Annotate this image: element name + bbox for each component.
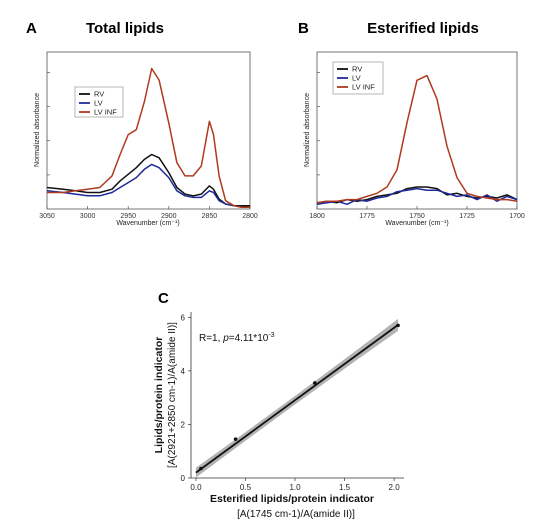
panel-c-xlabel-sub: [A(1745 cm-1)/A(amide II)] <box>237 509 355 520</box>
panel-a-xlabel: Wavenumber (cm⁻¹) <box>116 220 179 227</box>
panel-letter-a: A <box>26 20 37 37</box>
series-line-rv <box>46 153 250 207</box>
x-tick-label: 2850 <box>202 213 218 220</box>
x-tick-label: 2900 <box>161 213 177 220</box>
data-point <box>199 466 203 471</box>
series-line-lv <box>316 187 518 206</box>
series-line-lv <box>46 163 250 209</box>
c-x-tick-label: 1.5 <box>339 483 351 492</box>
panel-c-ylabel-sub: [A(2921+2850 cm-1)/A(amide II)] <box>167 322 178 468</box>
c-y-tick-label: 2 <box>181 420 186 429</box>
legend-label: LV INF <box>352 83 375 92</box>
c-y-tick-label: 4 <box>181 367 186 376</box>
panel-c-xlabel: Esterified lipids/protein indicator <box>210 493 374 505</box>
c-y-tick-label: 6 <box>181 313 186 322</box>
panel-letter-c: C <box>158 290 169 307</box>
c-y-tick-label: 0 <box>181 474 186 483</box>
panel-c-ylabel: Lipids/protein indicator <box>153 337 165 454</box>
x-tick-label: 3000 <box>80 213 96 220</box>
x-tick-label: 2800 <box>242 213 258 220</box>
correlation-annotation: R=1, p=4.11*10-3 <box>199 332 275 344</box>
series-line-lv-inf <box>47 67 250 209</box>
data-point <box>313 381 317 385</box>
legend-label: LV <box>94 99 103 108</box>
x-tick-label: 1700 <box>509 213 525 220</box>
legend-label: RV <box>94 90 104 99</box>
x-tick-label: 3050 <box>39 213 55 220</box>
panel-b: B Esterified lipids Normalized absorbanc… <box>298 20 525 227</box>
panel-letter-b: B <box>298 20 309 37</box>
legend-label: LV <box>352 74 361 83</box>
panel-a-title: Total lipids <box>86 20 164 37</box>
x-tick-label: 2950 <box>120 213 136 220</box>
series-line-lv-inf <box>316 74 518 204</box>
panel-b-ylabel: Normalized absorbance <box>304 93 311 167</box>
panel-b-title: Esterified lipids <box>367 20 479 37</box>
panel-a: A Total lipids Normalized absorbance Wav… <box>26 20 258 227</box>
c-x-tick-label: 1.0 <box>289 483 301 492</box>
panel-b-xlabel: Wavenumber (cm⁻¹) <box>385 220 448 227</box>
data-point <box>396 323 400 328</box>
panel-a-ylabel: Normalized absorbance <box>34 93 41 167</box>
x-tick-label: 1800 <box>309 213 325 220</box>
fit-line <box>195 324 399 474</box>
legend-label: RV <box>352 65 362 74</box>
legend-label: LV INF <box>94 108 117 117</box>
c-x-tick-label: 0.0 <box>190 483 202 492</box>
data-point <box>233 437 238 441</box>
panel-a-frame <box>46 51 251 210</box>
c-x-tick-label: 2.0 <box>389 483 401 492</box>
x-tick-label: 1725 <box>459 213 475 220</box>
x-tick-label: 1750 <box>409 213 425 220</box>
c-x-tick-label: 0.5 <box>240 483 252 492</box>
x-tick-label: 1775 <box>359 213 375 220</box>
panel-c: C 0.0 0.5 1.0 1.5 2.0 0 2 4 6 R=1, p=4.11*10-3 L… <box>153 290 404 520</box>
